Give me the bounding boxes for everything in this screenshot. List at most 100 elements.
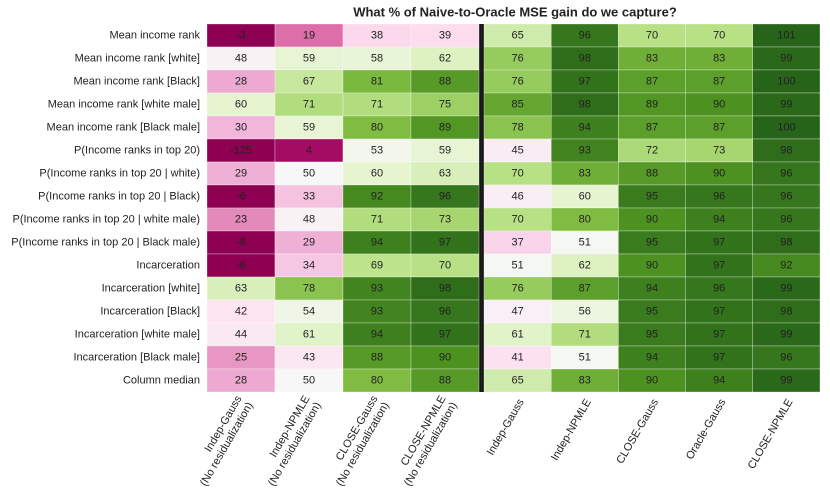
cell-label: 90 (713, 167, 725, 179)
cell-label: 96 (780, 213, 792, 225)
cell-label: 96 (780, 351, 792, 363)
cell-label: 94 (371, 236, 383, 248)
cell-label: 95 (646, 190, 658, 202)
row-label: Incarceration [Black] (100, 305, 200, 317)
cell-label: 89 (646, 98, 658, 110)
cell-label: 83 (579, 374, 591, 386)
row-label: Mean income rank [white] (75, 52, 200, 64)
cell-label: 51 (579, 236, 591, 248)
cell-label: 95 (646, 328, 658, 340)
cell-label: 60 (235, 98, 247, 110)
cell-label: 63 (235, 282, 247, 294)
cell-label: 47 (511, 305, 523, 317)
cell-label: 93 (371, 282, 383, 294)
row-label: Incarceration [white male] (75, 328, 200, 340)
cell-label: 54 (303, 305, 315, 317)
cell-label: 99 (780, 52, 792, 64)
cell-label: 25 (235, 351, 247, 363)
cell-label: 70 (713, 29, 725, 41)
cell-label: 95 (646, 305, 658, 317)
cell-label: 94 (646, 282, 658, 294)
cell-label: 50 (303, 374, 315, 386)
cell-label: 34 (303, 259, 315, 271)
cell-label: 48 (303, 213, 315, 225)
cell-label: 87 (713, 121, 725, 133)
cell-label: 23 (235, 213, 247, 225)
cell-label: 90 (646, 213, 658, 225)
cell-label: 71 (303, 98, 315, 110)
row-label: Mean income rank (110, 29, 201, 41)
row-label: P(Income ranks in top 20) (74, 144, 200, 156)
row-label: Mean income rank [Black] (73, 75, 200, 87)
cell-label: 99 (780, 98, 792, 110)
cell-label: 59 (303, 52, 315, 64)
cell-label: 96 (439, 305, 451, 317)
cell-label: 61 (511, 328, 523, 340)
cell-label: 88 (439, 374, 451, 386)
cell-label: 95 (646, 236, 658, 248)
row-label: P(Income ranks in top 20 | white) (39, 167, 200, 179)
cell-label: 73 (439, 213, 451, 225)
cell-label: 76 (511, 52, 523, 64)
cell-label: 98 (780, 144, 792, 156)
row-label: P(Income ranks in top 20 | Black) (38, 190, 200, 202)
cell-label: 37 (511, 236, 523, 248)
cell-label: 80 (371, 374, 383, 386)
cell-label: 90 (646, 374, 658, 386)
cell-label: 46 (511, 190, 523, 202)
cell-label: 48 (235, 52, 247, 64)
cell-label: 60 (371, 167, 383, 179)
cell-label: 97 (713, 351, 725, 363)
cell-label: 76 (511, 75, 523, 87)
cell-label: 69 (371, 259, 383, 271)
cell-label: 70 (646, 29, 658, 41)
cell-label: 97 (713, 328, 725, 340)
cell-label: 28 (235, 75, 247, 87)
row-label: P(Income ranks in top 20 | Black male) (11, 236, 200, 248)
cell-label: 98 (579, 52, 591, 64)
cell-label: 58 (371, 52, 383, 64)
cell-label: 70 (439, 259, 451, 271)
cell-label: 97 (713, 259, 725, 271)
cell-label: 99 (780, 328, 792, 340)
cell-label: 96 (780, 167, 792, 179)
cell-label: 45 (511, 144, 523, 156)
column-label: CLOSE-NPMLE (746, 397, 796, 471)
cell-label: 92 (780, 259, 792, 271)
cell-label: 62 (579, 259, 591, 271)
cell-label: -125 (230, 144, 252, 156)
cell-label: 71 (579, 328, 591, 340)
cell-label: 41 (511, 351, 523, 363)
cell-label: 94 (646, 351, 658, 363)
cell-label: 97 (439, 236, 451, 248)
cell-label: 71 (371, 98, 383, 110)
cell-label: 51 (579, 351, 591, 363)
cell-label: 44 (235, 328, 247, 340)
cell-label: 98 (579, 98, 591, 110)
cell-label: 29 (235, 167, 247, 179)
cell-label: 90 (646, 259, 658, 271)
cell-label: 93 (371, 305, 383, 317)
cell-label: -6 (236, 259, 246, 271)
cell-label: 78 (303, 282, 315, 294)
cell-label: 98 (780, 305, 792, 317)
cell-label: 51 (511, 259, 523, 271)
cell-label: 81 (371, 75, 383, 87)
cell-label: 56 (579, 305, 591, 317)
row-label: Incarceration [white] (102, 282, 200, 294)
cell-label: 30 (235, 121, 247, 133)
cell-label: 99 (780, 282, 792, 294)
cell-label: 83 (713, 52, 725, 64)
cell-label: 96 (713, 282, 725, 294)
cell-label: 50 (303, 167, 315, 179)
cell-label: 29 (303, 236, 315, 248)
cell-label: 85 (511, 98, 523, 110)
cell-label: 65 (511, 374, 523, 386)
cell-label: 83 (579, 167, 591, 179)
cell-label: -3 (236, 29, 246, 41)
cell-label: 60 (579, 190, 591, 202)
column-label: Indep-NPMLE (549, 397, 594, 463)
cell-label: 100 (777, 75, 795, 87)
cell-label: 59 (303, 121, 315, 133)
